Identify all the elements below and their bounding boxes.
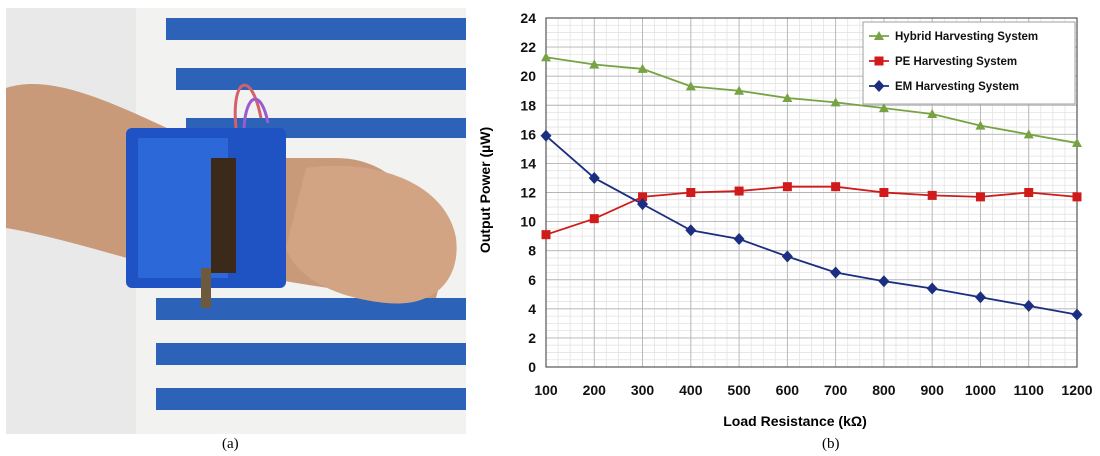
data-point — [975, 192, 985, 202]
data-point — [831, 182, 841, 192]
data-point — [1023, 299, 1035, 312]
data-point — [927, 108, 938, 118]
data-point — [637, 198, 649, 211]
legend-label: PE Harvesting System — [895, 56, 1017, 68]
legend-label: Hybrid Harvesting System — [895, 31, 1038, 43]
x-tick-label: 1200 — [1061, 382, 1092, 398]
data-point — [1024, 188, 1034, 197]
data-point — [1023, 129, 1034, 139]
legend-label: EM Harvesting System — [895, 81, 1019, 93]
data-point — [782, 182, 792, 192]
series-group — [540, 52, 1083, 321]
series-square — [541, 182, 1082, 240]
x-tick-label: 600 — [776, 382, 800, 398]
data-point — [926, 282, 938, 295]
data-point — [782, 92, 793, 102]
data-point — [1072, 138, 1082, 148]
x-tick-label: 900 — [921, 382, 945, 398]
data-point — [734, 85, 745, 95]
data-point — [878, 275, 890, 288]
series-line — [545, 135, 1078, 316]
y-tick-label: 20 — [520, 68, 536, 84]
y-tick-label: 18 — [520, 97, 536, 113]
x-tick-label: 100 — [534, 382, 558, 398]
data-point — [638, 192, 648, 202]
data-point — [781, 250, 793, 263]
y-tick-label: 14 — [520, 155, 536, 171]
legend-marker — [873, 80, 885, 92]
data-point — [975, 120, 986, 130]
series-line — [545, 56, 1078, 144]
data-point — [540, 129, 552, 142]
data-point — [589, 214, 599, 224]
x-tick-label: 1100 — [1014, 382, 1045, 398]
x-tick-label: 800 — [872, 382, 896, 398]
data-point — [541, 230, 551, 240]
data-point — [974, 291, 986, 304]
x-tick-label: 500 — [727, 382, 751, 398]
x-tick-label: 200 — [583, 382, 607, 398]
y-tick-label: 10 — [520, 214, 536, 230]
wrist-device-photo — [6, 8, 466, 434]
data-point — [1071, 308, 1083, 321]
y-tick-label: 16 — [520, 126, 536, 142]
legend-marker — [874, 56, 884, 66]
data-point — [878, 103, 889, 113]
legend-marker — [874, 31, 884, 40]
y-tick-label: 2 — [528, 330, 536, 346]
x-tick-label: 700 — [824, 382, 848, 398]
x-tick-label: 400 — [679, 382, 703, 398]
data-point — [734, 186, 744, 196]
x-tick-labels: 100 200 300 400 500 600 700 800 900 1000 1100 1200 — [534, 382, 1092, 398]
data-point — [637, 63, 648, 73]
series-diamond — [540, 129, 1083, 321]
legend: Hybrid Harvesting System PE Harvesting Sy… — [862, 21, 1076, 105]
data-point — [830, 97, 841, 107]
data-point — [879, 188, 889, 197]
series-triangle — [541, 52, 1082, 148]
data-point — [733, 233, 745, 246]
data-point — [686, 188, 696, 197]
x-tick-label: 300 — [631, 382, 655, 398]
x-tick-label: 1000 — [965, 382, 996, 398]
y-tick-label: 24 — [520, 10, 536, 26]
legend-box — [862, 21, 1076, 105]
data-point — [830, 266, 842, 279]
y-tick-label: 22 — [520, 39, 536, 55]
y-tick-label: 0 — [528, 359, 536, 375]
y-tick-label: 4 — [528, 301, 536, 317]
data-point — [1072, 192, 1082, 202]
panel-a-caption: (a) — [222, 436, 239, 452]
y-tick-label: 12 — [520, 185, 536, 201]
panel-b-caption: (b) — [822, 436, 840, 452]
y-axis-label: Output Power (µW) — [477, 127, 493, 253]
y-tick-label: 6 — [528, 272, 536, 288]
data-point — [588, 171, 600, 184]
data-point — [685, 81, 696, 91]
data-point — [541, 52, 551, 62]
y-tick-label: 8 — [528, 243, 536, 259]
data-point — [685, 224, 697, 237]
x-axis-label: Load Resistance (kΩ) — [723, 413, 867, 429]
data-point — [927, 190, 937, 200]
data-point — [589, 59, 600, 69]
